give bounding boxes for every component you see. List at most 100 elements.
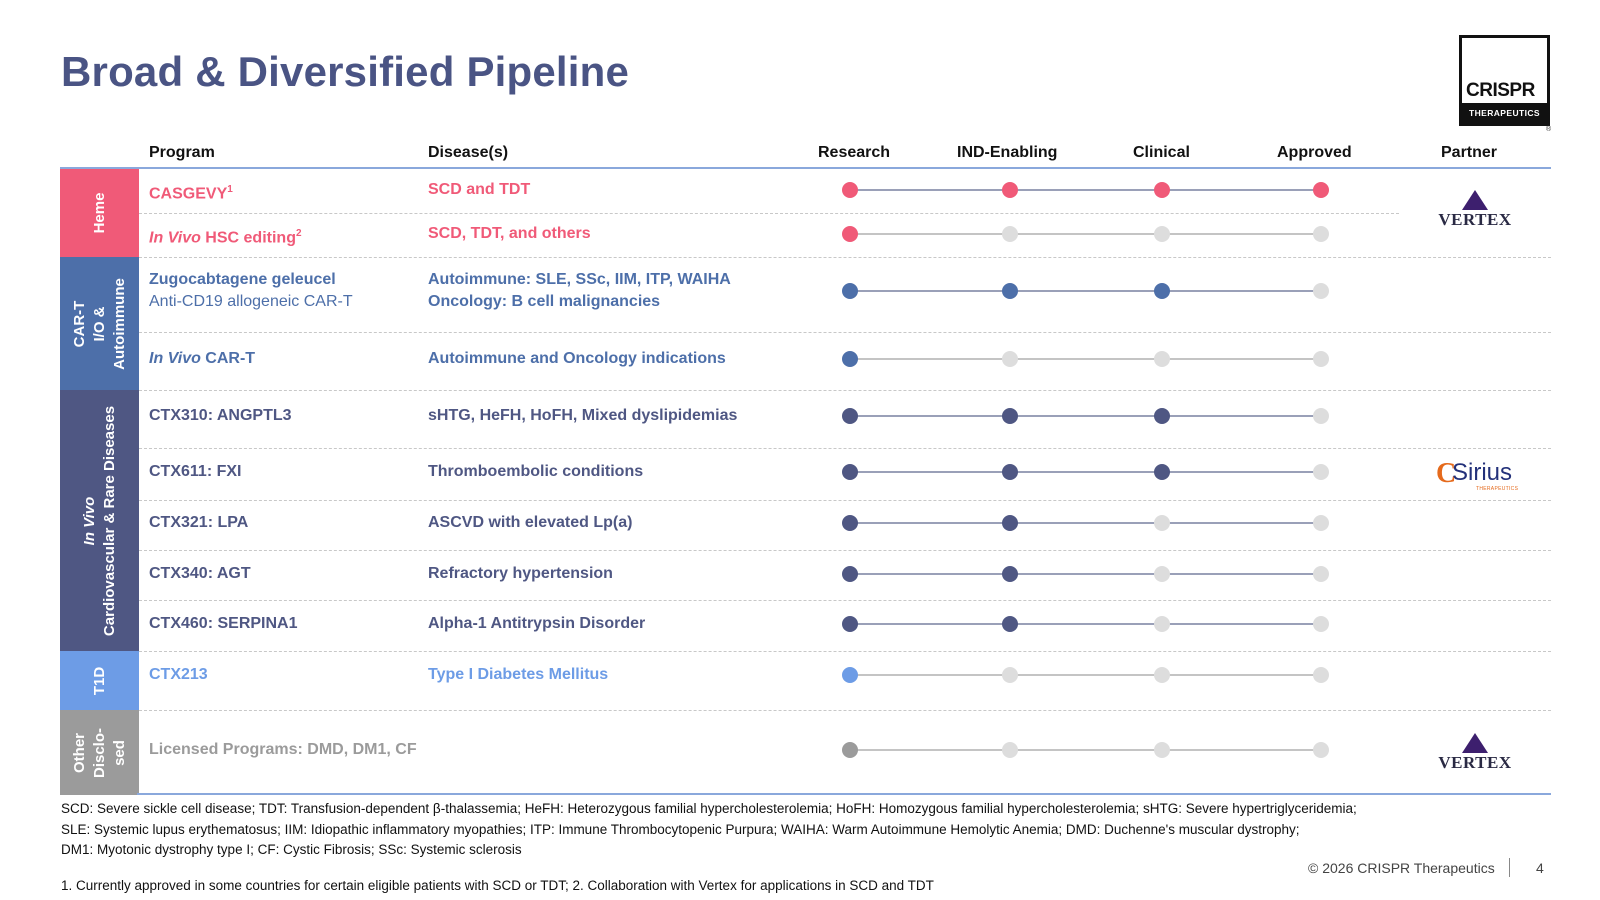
stage-track [849,189,1321,191]
category-label-line: In Vivo [80,496,98,545]
stage-dot [1313,351,1329,367]
stage-dot [1313,464,1329,480]
disease-line: ASCVD with elevated Lp(a) [428,514,633,531]
category-label: Other Disclo-sed [70,727,130,777]
category-label-line: Autoimmune [110,277,128,370]
stage-dot [1002,182,1018,198]
category-label-line: I/O & [90,305,108,342]
disease-line: Oncology: B cell malignancies [428,293,661,310]
sirius-swirl-icon: C [1436,458,1457,489]
stage-dot [1313,616,1329,632]
vertex-wordmark: VERTEX [1438,753,1512,772]
header-program: Program [149,144,215,161]
program-disease: SCD and TDT [428,179,530,201]
vertex-triangle-icon [1462,733,1488,753]
stage-dot [842,566,858,582]
program-name-italic: In Vivo [149,350,201,367]
program-name: Licensed Programs: DMD, DM1, CF [149,739,417,761]
program-name-text: CASGEVY [149,185,228,203]
program-name: CTX611: FXI [149,461,241,483]
header-research: Research [818,144,891,161]
stage-dot [842,742,858,758]
program-name-text: CTX611: FXI [149,463,242,480]
stage-dot [1313,408,1329,424]
stage-dot [1313,566,1329,582]
stage-track [849,358,1321,360]
program-name: CASGEVY1 [149,179,233,205]
header-partner: Partner [1441,144,1498,161]
disease-line: sHTG, HeFH, HoFH, Mixed dyslipidemias [428,407,738,424]
category-label-line: Other [70,732,88,773]
page-number: 4 [1536,860,1544,876]
stage-track [849,471,1321,473]
category-band: Heme [60,169,139,257]
footnote-line: DM1: Myotonic dystrophy type I; CF: Cyst… [61,842,522,857]
stage-dot [1154,226,1170,242]
stage-track [849,749,1321,751]
logo-subtitle: THERAPEUTICS [1462,103,1547,123]
vertex-logo-licensed: VERTEX [1430,733,1520,777]
program-name: CTX460: SERPINA1 [149,613,298,635]
stage-dot [1002,226,1018,242]
stage-dot [1002,408,1018,424]
program-name: Zugocabtagene geleucel Anti-CD19 allogene… [149,269,353,313]
header-approved: Approved [1277,144,1352,161]
stage-dot [1002,742,1018,758]
program-disease: Autoimmune and Oncology indications [428,348,726,370]
row-separator [139,600,1551,601]
category-label-line: Disclo- [90,727,108,778]
category-label: CAR-T I/O & Autoimmune [70,278,130,370]
category-band: T1D [60,651,139,710]
stage-dot [1002,616,1018,632]
vertex-wordmark: VERTEX [1438,210,1512,229]
abbreviations-footnote: SCD: Severe sickle cell disease; TDT: Tr… [61,799,1357,861]
program-name-text: CTX310: ANGPTL3 [149,407,292,424]
row-separator [139,257,1551,258]
category-label: T1D [90,666,110,694]
stage-dot [1154,182,1170,198]
copyright: © 2026 CRISPR Therapeutics [1308,860,1495,876]
crispr-logo: CRISPR THERAPEUTICS [1459,35,1550,126]
sirius-tagline: THERAPEUTICS [1476,486,1519,492]
stage-dot [842,464,858,480]
stage-track [849,233,1321,235]
row-separator [139,332,1551,333]
disease-line: SCD, TDT, and others [428,225,591,242]
row-separator [139,710,1551,711]
stage-dot [842,515,858,531]
stage-dot [1313,667,1329,683]
category-band: CAR-T I/O & Autoimmune [60,257,139,390]
row-separator [139,500,1551,501]
stage-dot [1154,667,1170,683]
header-clinical: Clinical [1133,144,1190,161]
program-disease: Autoimmune: SLE, SSc, IIM, ITP, WAIHA Onc… [428,269,731,313]
stage-track [849,623,1321,625]
logo-registered-mark: ® [1546,126,1552,133]
disease-line: Alpha-1 Antitrypsin Disorder [428,615,646,632]
category-label: Heme [90,193,110,234]
program-subtitle: Anti-CD19 allogeneic CAR-T [149,293,353,310]
program-disease: Alpha-1 Antitrypsin Disorder [428,613,645,635]
sirius-logo: C Sirius THERAPEUTICS [1428,450,1518,494]
program-disease: SCD, TDT, and others [428,223,591,245]
program-disease: ASCVD with elevated Lp(a) [428,512,632,534]
stage-dot [1002,283,1018,299]
program-name: In Vivo CAR-T [149,348,255,370]
sirius-wordmark: Sirius [1452,459,1513,486]
program-disease: Refractory hypertension [428,563,613,585]
stage-dot [1002,515,1018,531]
category-label-line: CAR-T [70,300,88,347]
disease-line: Refractory hypertension [428,565,613,582]
row-separator [139,651,1551,652]
stage-dot [1313,283,1329,299]
stage-dot [842,616,858,632]
program-name-text: CTX213 [149,666,208,683]
stage-dot [1154,515,1170,531]
logo-wordmark: CRISPR [1466,80,1535,101]
category-label-line: Heme [90,192,108,234]
disease-line: Autoimmune and Oncology indications [428,350,726,367]
stage-dot [1002,566,1018,582]
stage-dot [1002,464,1018,480]
disease-line: Type I Diabetes Mellitus [428,666,609,683]
program-name-text: CTX321: LPA [149,514,249,531]
